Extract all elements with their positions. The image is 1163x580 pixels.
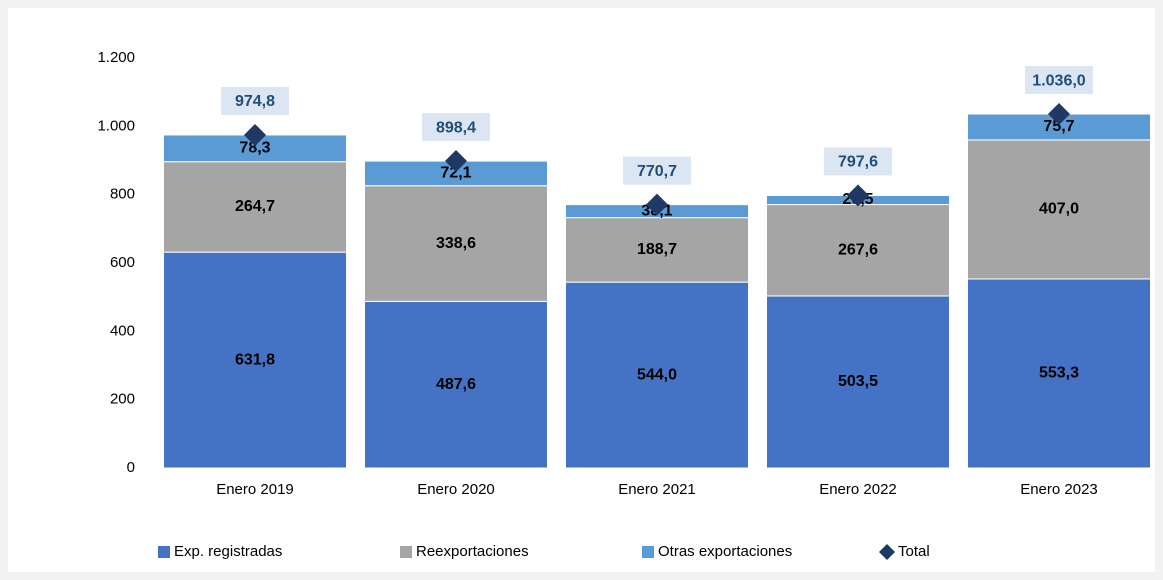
x-tick-label: Enero 2019 — [216, 481, 294, 498]
y-tick-label: 200 — [110, 391, 135, 408]
total-marker — [445, 150, 467, 173]
data-label: 631,8 — [235, 351, 275, 368]
total-label-box — [824, 147, 892, 176]
bar-segment — [364, 300, 548, 469]
bar-segment — [967, 278, 1151, 469]
legend-swatch — [642, 546, 654, 558]
total-label-box — [422, 113, 490, 142]
bar-segment — [967, 139, 1151, 280]
total-label: 1.036,0 — [1032, 72, 1085, 89]
data-label: 264,7 — [235, 198, 275, 215]
legend-label: Reexportaciones — [416, 543, 529, 560]
bar-segment — [163, 251, 347, 469]
data-label: 503,5 — [838, 373, 878, 390]
total-marker — [847, 184, 869, 207]
total-label: 797,6 — [838, 154, 878, 171]
y-tick-label: 400 — [110, 322, 135, 339]
data-label: 75,7 — [1043, 118, 1074, 135]
data-label: 188,7 — [637, 241, 677, 258]
data-label: 407,0 — [1039, 201, 1079, 218]
data-label: 338,6 — [436, 235, 476, 252]
total-label-box — [1025, 66, 1093, 95]
total-label-box — [623, 156, 691, 185]
total-label: 974,8 — [235, 93, 275, 110]
data-label: 72,1 — [440, 165, 471, 182]
x-tick-label: Enero 2021 — [618, 481, 696, 498]
y-tick-label: 1.000 — [97, 117, 135, 134]
y-tick-label: 1.200 — [97, 49, 135, 66]
bar-segment — [565, 217, 749, 283]
legend-label: Otras exportaciones — [658, 543, 792, 560]
total-marker — [244, 123, 266, 146]
data-label: 267,6 — [838, 241, 878, 258]
legend-swatch — [400, 546, 412, 558]
bar-segment — [766, 204, 950, 297]
y-tick-label: 0 — [127, 459, 135, 476]
data-label: 553,3 — [1039, 365, 1079, 382]
legend-swatch — [158, 546, 170, 558]
total-label: 898,4 — [436, 119, 476, 136]
legend-label: Exp. registradas — [174, 543, 282, 560]
y-tick-label: 600 — [110, 254, 135, 271]
data-label: 544,0 — [637, 366, 677, 383]
data-label: 487,6 — [436, 376, 476, 393]
x-tick-label: Enero 2023 — [1020, 481, 1098, 498]
total-label-box — [221, 86, 289, 115]
bar-segment — [364, 185, 548, 302]
legend-swatch — [879, 544, 895, 560]
data-label: 78,3 — [239, 140, 270, 157]
x-tick-label: Enero 2022 — [819, 481, 897, 498]
x-tick-label: Enero 2020 — [417, 481, 495, 498]
total-marker — [646, 193, 668, 216]
total-label: 770,7 — [637, 163, 677, 180]
legend-label: Total — [898, 543, 930, 560]
y-tick-label: 800 — [110, 186, 135, 203]
bar-segment — [967, 113, 1151, 141]
total-marker — [1048, 103, 1070, 126]
bar-segment — [766, 295, 950, 469]
